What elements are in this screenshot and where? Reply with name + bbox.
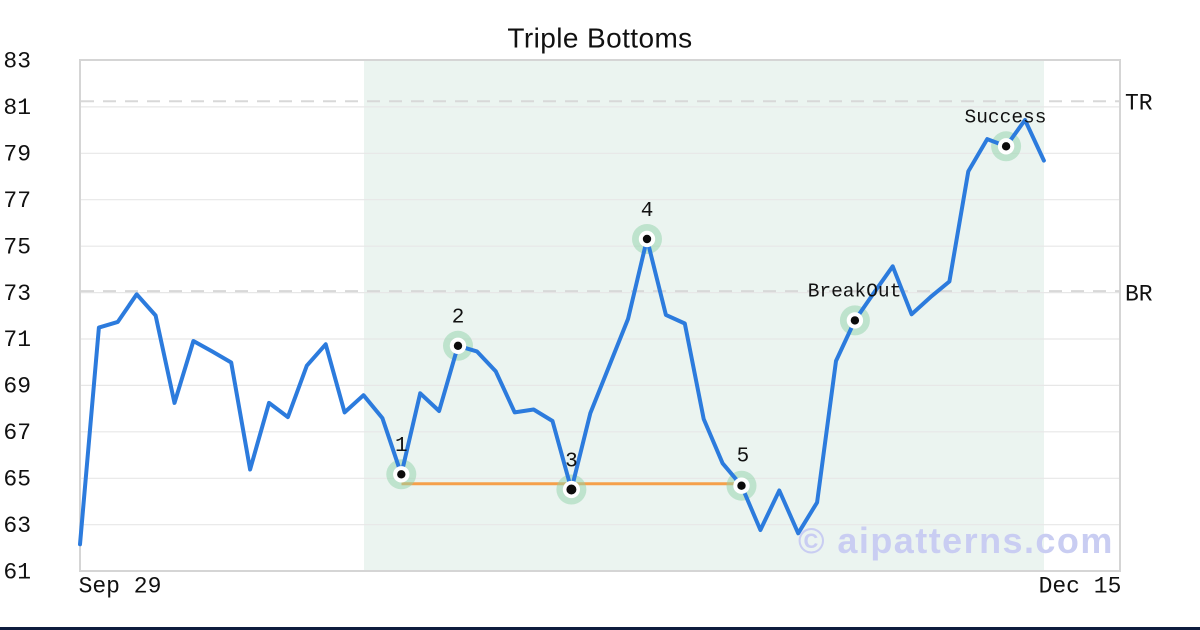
svg-text:4: 4 bbox=[641, 200, 654, 223]
svg-text:81: 81 bbox=[3, 95, 31, 121]
svg-text:BR: BR bbox=[1125, 282, 1153, 308]
svg-text:Triple Bottoms: Triple Bottoms bbox=[507, 23, 692, 54]
svg-text:71: 71 bbox=[3, 327, 31, 353]
svg-text:1: 1 bbox=[395, 435, 408, 458]
svg-text:3: 3 bbox=[565, 451, 578, 474]
svg-text:BreakOut: BreakOut bbox=[808, 280, 902, 302]
svg-text:2: 2 bbox=[452, 307, 465, 330]
svg-text:© aipatterns.com: © aipatterns.com bbox=[798, 520, 1114, 561]
svg-text:67: 67 bbox=[3, 420, 31, 446]
svg-text:79: 79 bbox=[3, 142, 31, 168]
svg-text:65: 65 bbox=[3, 467, 31, 493]
svg-text:75: 75 bbox=[3, 234, 31, 260]
svg-text:69: 69 bbox=[3, 374, 31, 400]
svg-text:Dec 15: Dec 15 bbox=[1039, 574, 1122, 600]
svg-text:Sep 29: Sep 29 bbox=[79, 574, 162, 600]
svg-text:Success: Success bbox=[965, 106, 1047, 128]
svg-text:83: 83 bbox=[3, 49, 31, 75]
svg-text:TR: TR bbox=[1125, 90, 1153, 116]
svg-text:77: 77 bbox=[3, 188, 31, 214]
svg-text:61: 61 bbox=[3, 559, 31, 585]
svg-text:5: 5 bbox=[737, 446, 750, 469]
svg-text:63: 63 bbox=[3, 513, 31, 539]
svg-text:73: 73 bbox=[3, 281, 31, 307]
